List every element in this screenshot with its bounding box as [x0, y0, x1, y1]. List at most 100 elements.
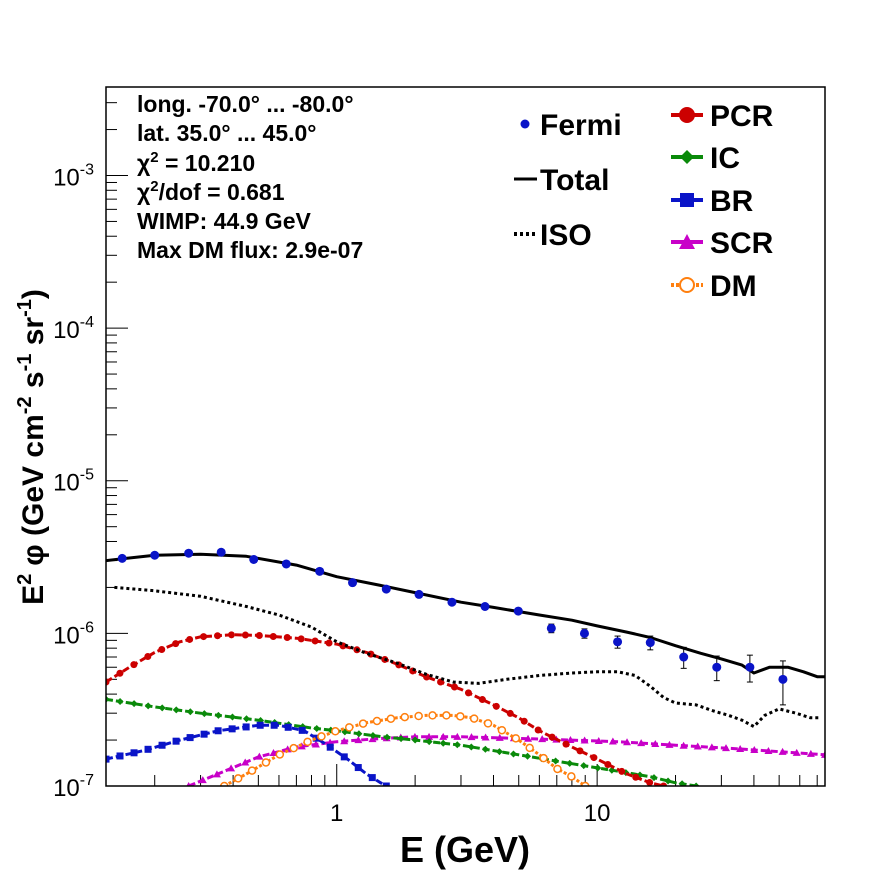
y-label-sup-m1b: -1: [14, 299, 36, 317]
series-marker-pcr: [492, 702, 500, 710]
series-marker-scr: [736, 744, 745, 752]
fermi-point: [315, 566, 325, 576]
series-marker-pcr: [311, 637, 319, 645]
series-marker-scr: [750, 745, 759, 753]
series-marker-scr: [580, 736, 589, 744]
series-marker-scr: [608, 737, 617, 745]
series-marker-br: [354, 764, 362, 772]
series-marker-scr: [269, 749, 278, 757]
y-axis-label: E2φ (GeV cm-2 s-1 sr-1): [14, 289, 50, 605]
series-marker-dm: [483, 719, 493, 728]
series-marker-pcr: [604, 760, 612, 768]
series-marker-pcr: [562, 740, 570, 748]
series-marker-br: [298, 726, 306, 734]
series-marker-scr: [792, 748, 801, 756]
info-chi2-value: = 10.210: [159, 150, 256, 176]
series-marker-ic: [425, 738, 433, 746]
series-marker-ic: [481, 745, 489, 753]
x-axis-label: E (GeV): [400, 829, 530, 870]
series-marker-scr: [821, 750, 825, 758]
series-marker-scr: [198, 776, 207, 784]
y-tick-base: 10: [53, 622, 80, 649]
legend-pcr-marker: [679, 107, 695, 123]
legend-left: Fermi Total ISO: [514, 109, 622, 252]
series-marker-ic: [228, 713, 236, 721]
series-marker-pcr: [214, 632, 222, 640]
fermi-point: [348, 578, 358, 588]
series-marker-pcr: [186, 635, 194, 643]
plot-frame: [105, 86, 826, 787]
series-marker-ic: [664, 777, 672, 785]
series-marker-dm: [275, 750, 285, 759]
series-marker-br: [368, 774, 376, 782]
series-marker-pcr: [200, 633, 208, 641]
legend-dm-label: DM: [710, 270, 757, 303]
series-marker-ic: [453, 741, 461, 749]
series-marker-br: [242, 723, 250, 731]
series-marker-ic: [594, 764, 602, 772]
svg-text:E2φ (GeV cm-2 s-1 sr-1): E2φ (GeV cm-2 s-1 sr-1): [14, 289, 50, 605]
series-marker-pcr: [590, 754, 598, 762]
series-marker-ic: [467, 743, 475, 751]
series-marker-ic: [200, 710, 208, 718]
y-label-s: s: [17, 371, 50, 396]
y-tick-exponent: -4: [80, 314, 94, 331]
legend-br-marker: [680, 193, 694, 207]
series-marker-scr: [186, 782, 191, 786]
series-marker-scr: [255, 752, 264, 760]
fermi-point: [381, 584, 391, 594]
series-layer: [106, 552, 825, 786]
series-marker-ic: [144, 702, 152, 710]
info-max-dm-flux: Max DM flux: 2.9e-07: [137, 237, 363, 263]
series-marker-ic: [313, 725, 321, 733]
series-marker-scr: [665, 740, 674, 748]
series-marker-scr: [425, 732, 434, 740]
series-marker-scr: [495, 733, 504, 741]
y-tick-label: 10-4: [53, 314, 94, 344]
legend-scr-label: SCR: [710, 227, 774, 260]
series-marker-pcr: [478, 696, 486, 704]
series-marker-ic: [566, 759, 574, 767]
series-marker-scr: [538, 735, 547, 743]
series-marker-dm: [525, 743, 534, 753]
series-marker-scr: [453, 732, 462, 740]
info-chi2dof-value: /dof = 0.681: [159, 179, 285, 205]
info-chi2dof-symbol: χ: [137, 179, 151, 205]
series-marker-pcr: [241, 631, 249, 639]
series-marker-br: [312, 734, 320, 742]
fermi-point: [150, 550, 160, 560]
legend-dm-marker: [679, 277, 695, 293]
series-marker-scr: [340, 737, 349, 745]
y-label-e: E: [17, 585, 50, 605]
series-marker-br: [172, 737, 180, 745]
series-marker-dm: [456, 712, 465, 721]
series-marker-pcr: [464, 689, 472, 697]
fermi-point: [645, 638, 655, 648]
series-marker-pcr: [367, 650, 375, 658]
fermi-point: [117, 553, 127, 563]
series-marker-ic: [439, 739, 447, 747]
series-marker-br: [130, 749, 138, 757]
legend-scr-marker: [679, 234, 695, 249]
fermi-point: [184, 548, 194, 558]
series-marker-br: [186, 734, 194, 742]
x-tick-label: 1: [330, 800, 343, 827]
series-line-iso: [114, 585, 821, 729]
series-line-scr: [188, 735, 825, 786]
series-marker-dm: [261, 758, 271, 767]
series-marker-pcr: [172, 640, 180, 648]
series-marker-dm: [511, 734, 521, 743]
series-marker-br: [340, 753, 348, 761]
series-marker-ic: [186, 708, 194, 716]
fermi-point: [712, 662, 722, 672]
y-tick-exponent: -6: [80, 619, 94, 636]
legend-pcr-label: PCR: [710, 100, 774, 133]
series-marker-pcr: [255, 631, 263, 639]
y-label-sup-2: 2: [14, 574, 36, 585]
fermi-point: [579, 628, 589, 638]
series-marker-br: [116, 752, 124, 760]
series-marker-pcr: [576, 747, 584, 755]
series-marker-scr: [594, 737, 603, 745]
series-marker-dm: [289, 743, 298, 753]
